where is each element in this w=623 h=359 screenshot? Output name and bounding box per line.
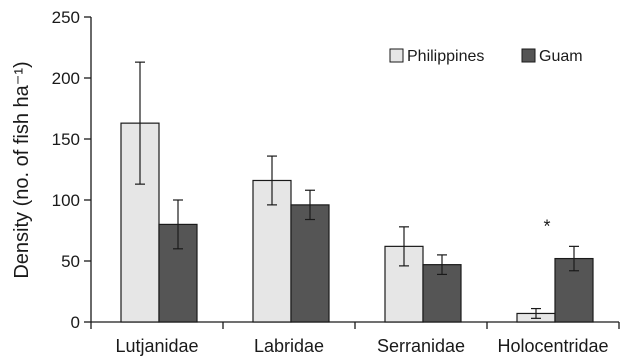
- plot-area: 0 50 100 150 200 250 Lutjanidae Labridae Serrani…: [52, 8, 620, 356]
- y-tick-label: 200: [52, 69, 80, 88]
- bar-guam-labridae: [290, 204, 330, 323]
- x-tick-label: Labridae: [254, 336, 324, 356]
- legend-swatch-philippines: [389, 48, 404, 63]
- y-tick-label: 50: [61, 252, 80, 271]
- legend-label-philippines: Philippines: [407, 48, 484, 65]
- y-axis-title: Density (no. of fish ha⁻¹): [11, 61, 33, 278]
- y-tick-label: 100: [52, 191, 80, 210]
- significance-marker: *: [543, 216, 550, 236]
- x-tick-label: Holocentridae: [497, 336, 608, 356]
- y-tick-label: 150: [52, 130, 80, 149]
- y-tick-label: 250: [52, 8, 80, 27]
- legend: Philippines Guam: [389, 48, 583, 65]
- x-tick-label: Serranidae: [377, 336, 465, 356]
- y-tick-label: 0: [71, 313, 80, 332]
- x-tick-label: Lutjanidae: [115, 336, 198, 356]
- legend-swatch-guam: [521, 48, 536, 63]
- legend-label-guam: Guam: [539, 48, 583, 65]
